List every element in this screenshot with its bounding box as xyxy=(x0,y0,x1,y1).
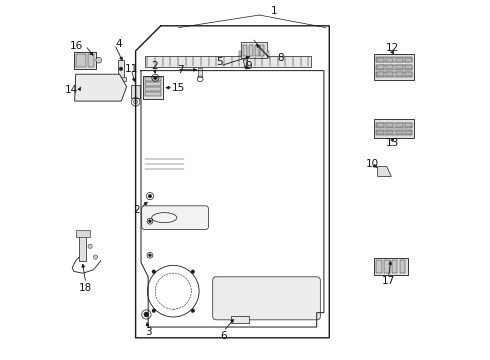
Text: 12: 12 xyxy=(386,43,399,53)
Bar xyxy=(198,68,202,77)
Bar xyxy=(405,123,412,127)
Circle shape xyxy=(191,309,195,312)
Text: 13: 13 xyxy=(386,139,399,148)
Bar xyxy=(231,316,248,323)
Text: 8: 8 xyxy=(277,53,283,63)
Bar xyxy=(395,123,403,127)
Text: 2: 2 xyxy=(151,61,158,71)
Bar xyxy=(376,260,382,273)
Polygon shape xyxy=(378,166,392,176)
Bar xyxy=(74,51,96,69)
Bar xyxy=(386,58,393,62)
Bar xyxy=(386,131,393,134)
Text: 4: 4 xyxy=(115,40,122,49)
Text: 11: 11 xyxy=(124,64,138,74)
Bar xyxy=(88,54,94,67)
Circle shape xyxy=(148,194,152,198)
Bar xyxy=(395,131,403,134)
Circle shape xyxy=(96,57,101,63)
Bar xyxy=(405,131,412,134)
Bar xyxy=(392,260,397,273)
Bar xyxy=(376,72,413,77)
Polygon shape xyxy=(243,60,247,69)
Bar xyxy=(399,260,405,273)
Bar xyxy=(395,72,403,76)
Bar xyxy=(145,55,311,67)
Circle shape xyxy=(153,76,157,80)
Bar xyxy=(243,45,247,55)
Bar xyxy=(405,72,412,76)
Bar xyxy=(145,82,161,86)
Bar xyxy=(405,65,412,69)
Circle shape xyxy=(148,254,151,257)
FancyBboxPatch shape xyxy=(213,277,320,320)
Circle shape xyxy=(133,100,138,104)
Circle shape xyxy=(93,255,98,259)
Text: 9: 9 xyxy=(245,61,252,71)
Bar xyxy=(260,45,265,55)
Bar xyxy=(377,58,384,62)
Bar xyxy=(267,51,270,56)
Bar xyxy=(374,119,414,138)
Bar xyxy=(76,230,90,237)
Text: 15: 15 xyxy=(172,83,185,93)
Circle shape xyxy=(119,67,122,71)
Bar xyxy=(376,64,413,69)
Bar xyxy=(249,45,253,55)
Text: 17: 17 xyxy=(382,276,395,286)
Bar xyxy=(377,72,384,76)
Bar xyxy=(376,130,413,135)
Bar xyxy=(395,65,403,69)
Bar xyxy=(145,92,161,96)
Bar xyxy=(376,123,413,128)
Bar xyxy=(255,45,259,55)
Bar xyxy=(239,51,242,56)
Circle shape xyxy=(144,312,149,317)
Circle shape xyxy=(148,220,151,223)
Circle shape xyxy=(191,270,195,274)
Bar xyxy=(118,60,124,80)
Text: 14: 14 xyxy=(65,85,78,95)
Bar xyxy=(76,54,87,67)
Text: 16: 16 xyxy=(70,41,83,50)
Bar xyxy=(376,57,413,62)
Bar xyxy=(395,58,403,62)
Bar xyxy=(377,131,384,134)
FancyBboxPatch shape xyxy=(142,206,208,229)
Bar xyxy=(131,85,140,98)
Bar xyxy=(116,77,126,81)
Bar xyxy=(386,123,393,127)
Bar xyxy=(386,65,393,69)
Polygon shape xyxy=(74,74,126,101)
Bar xyxy=(145,87,161,91)
Bar xyxy=(79,234,86,261)
Bar xyxy=(405,58,412,62)
Bar xyxy=(377,123,384,127)
Bar xyxy=(374,258,408,275)
Circle shape xyxy=(152,270,155,274)
Text: 6: 6 xyxy=(220,331,227,341)
Bar xyxy=(384,260,390,273)
Text: 18: 18 xyxy=(79,283,93,293)
Text: 3: 3 xyxy=(145,327,151,337)
Bar xyxy=(386,72,393,76)
Bar xyxy=(374,54,414,80)
Text: 10: 10 xyxy=(366,158,379,168)
Text: 2: 2 xyxy=(133,206,140,216)
Text: 5: 5 xyxy=(217,57,223,67)
Text: 1: 1 xyxy=(270,6,277,17)
Bar xyxy=(242,42,267,58)
Circle shape xyxy=(88,244,92,248)
Bar xyxy=(145,77,161,81)
Circle shape xyxy=(152,309,155,312)
Bar xyxy=(377,65,384,69)
Bar xyxy=(143,76,163,99)
Text: 7: 7 xyxy=(177,64,184,75)
